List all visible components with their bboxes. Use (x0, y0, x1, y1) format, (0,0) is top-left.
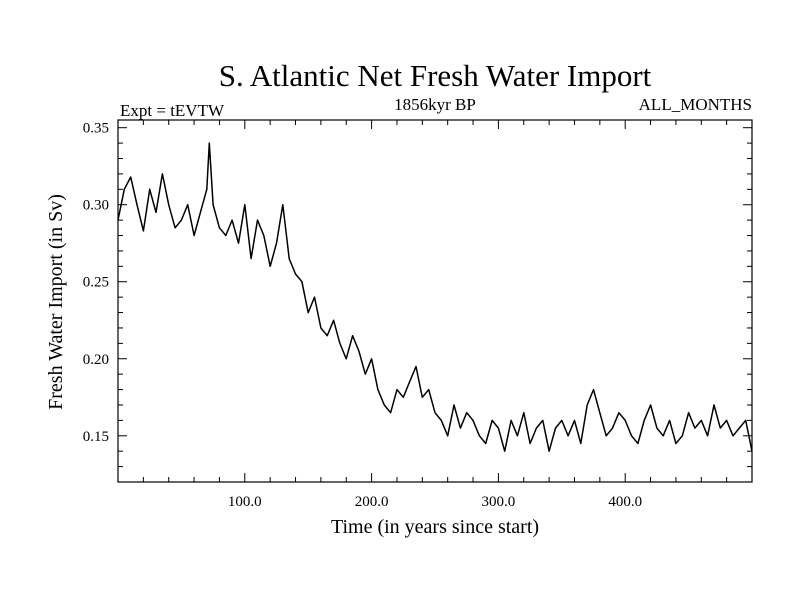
axis-ticks (118, 120, 752, 482)
series-line (117, 142, 753, 452)
y-axis-label: Fresh Water Import (in Sv) (45, 194, 67, 410)
y-tick-label: 0.20 (83, 352, 109, 368)
y-tick-label: 0.35 (83, 121, 109, 137)
axis-tick-labels: 100.0 200.0 300.0 400.0 0.15 0.20 0.25 0.30 0.35 (83, 121, 642, 510)
y-tick-label: 0.15 (83, 429, 109, 445)
plot-area-frame (117, 119, 753, 483)
subtitle-right: ALL_MONTHS (639, 95, 752, 114)
x-axis-label: Time (in years since start) (331, 516, 539, 538)
subtitle-center: 1856kyr BP (394, 95, 476, 114)
subtitle-left: Expt = tEVTW (120, 101, 225, 120)
x-tick-label: 200.0 (355, 494, 389, 510)
x-tick-label: 300.0 (482, 494, 516, 510)
y-tick-label: 0.25 (83, 275, 109, 291)
x-tick-label: 400.0 (608, 494, 642, 510)
chart-title: S. Atlantic Net Fresh Water Import (219, 58, 652, 93)
series-layer (117, 142, 753, 452)
y-tick-label: 0.30 (83, 198, 109, 214)
x-tick-label: 100.0 (228, 494, 262, 510)
